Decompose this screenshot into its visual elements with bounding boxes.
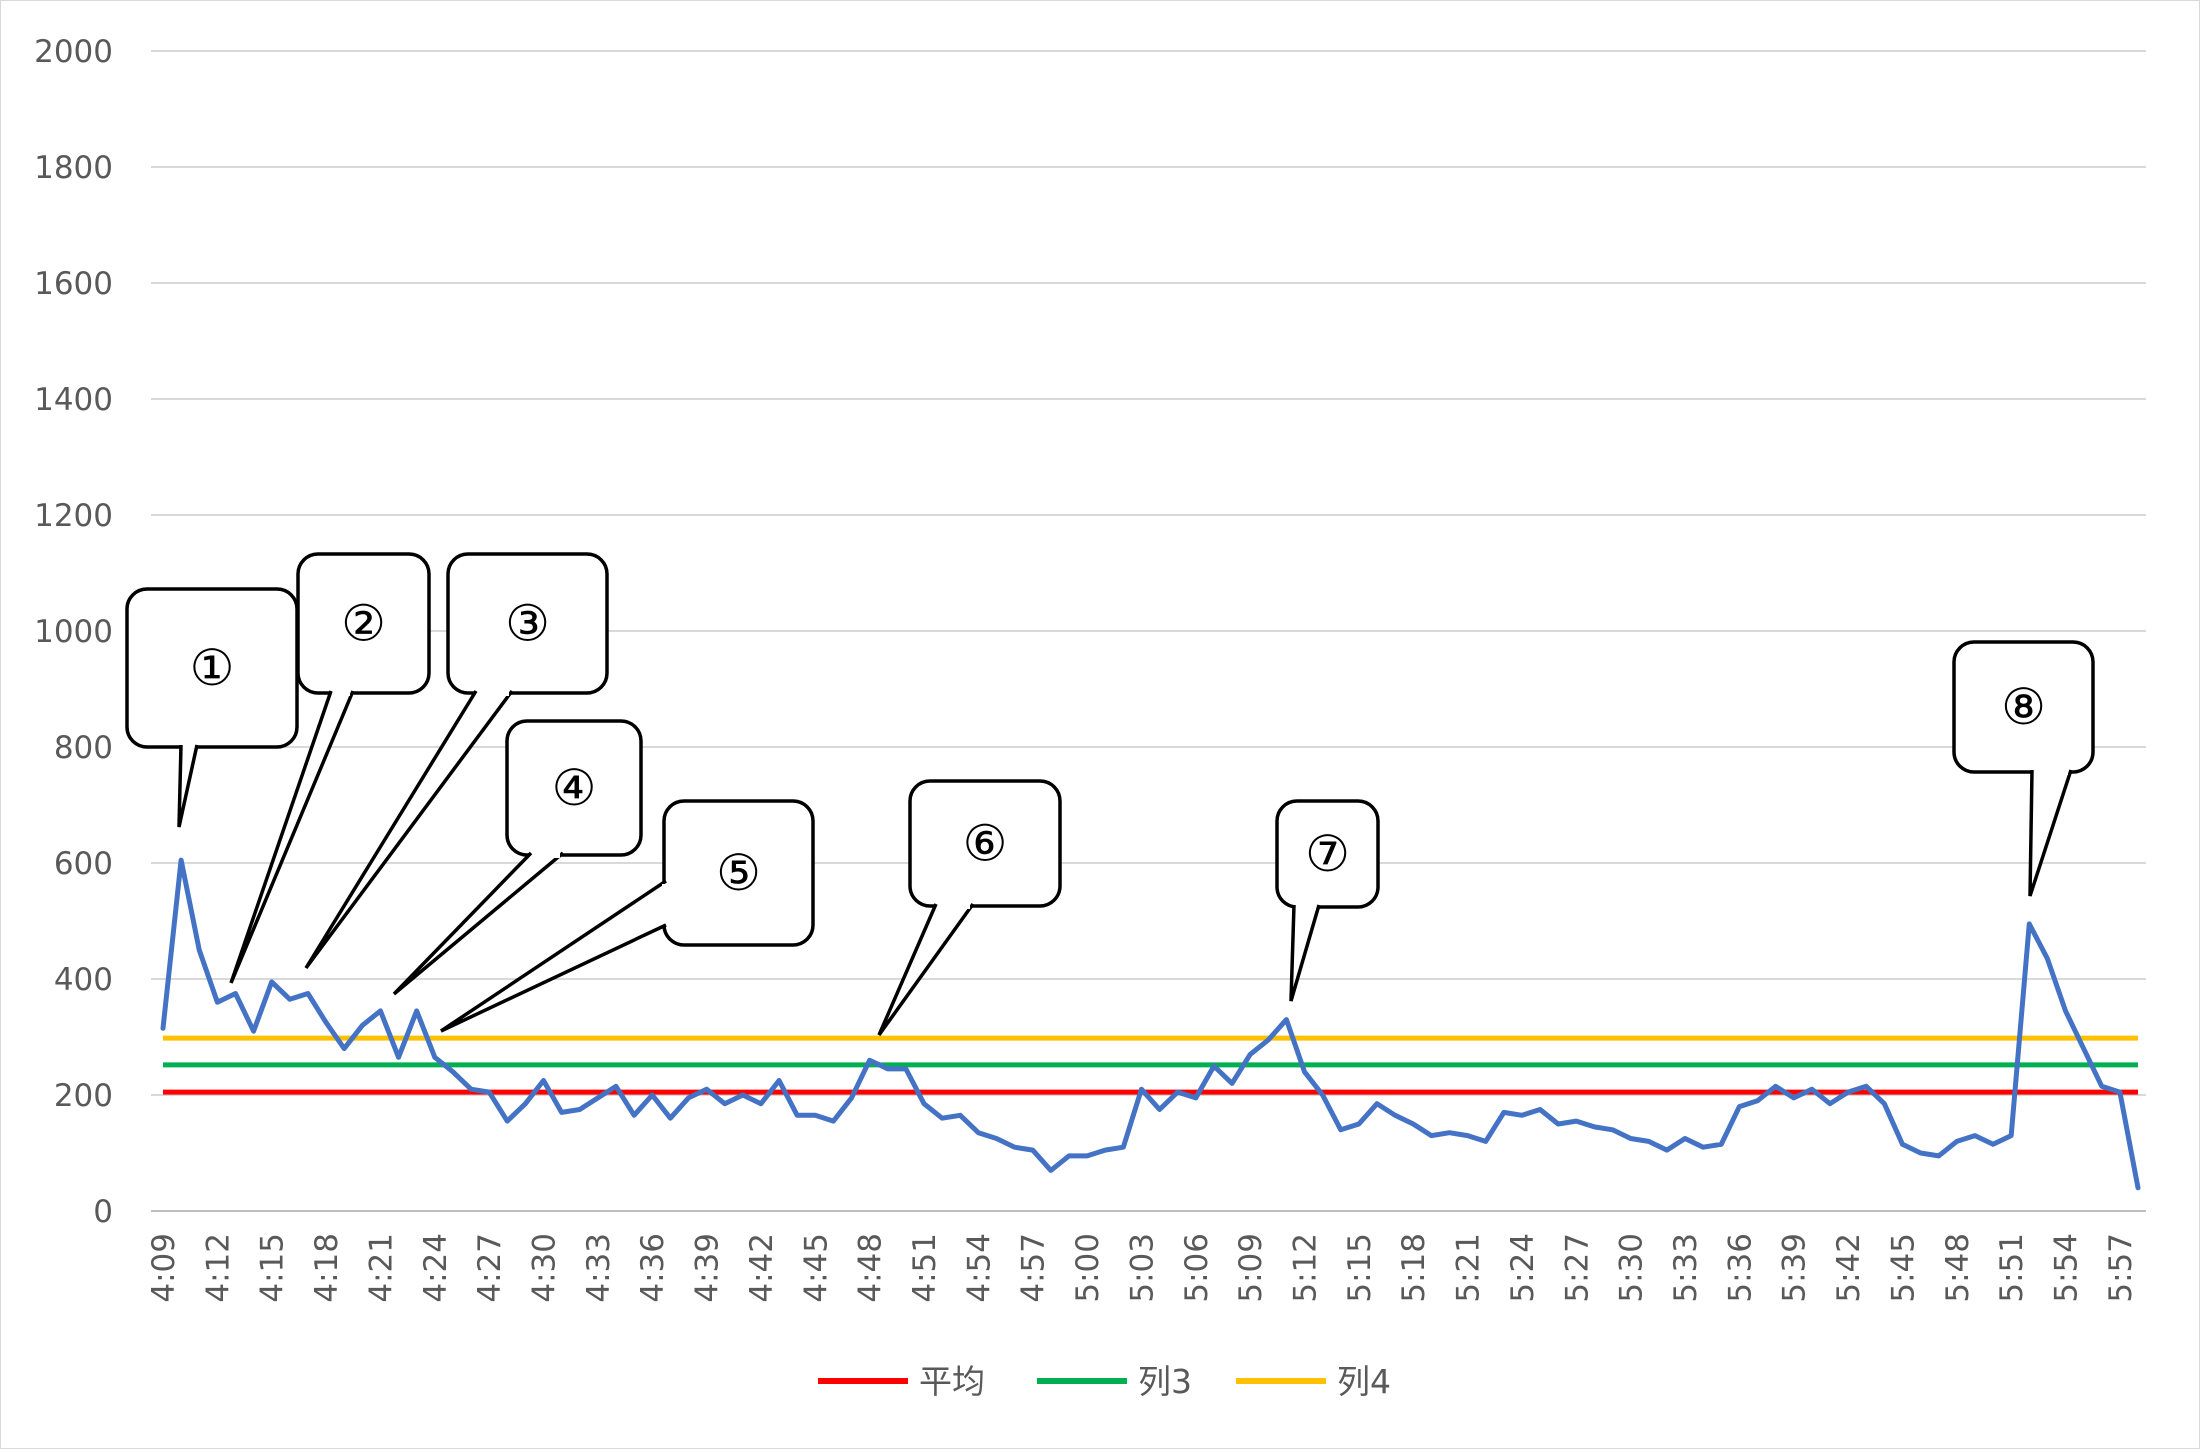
y-tick-label: 1400: [34, 382, 113, 418]
x-tick-label: 5:03: [1124, 1233, 1160, 1303]
y-tick-label: 1000: [34, 614, 113, 650]
x-tick-label: 5:36: [1722, 1233, 1758, 1303]
x-tick-label: 5:09: [1233, 1233, 1269, 1303]
legend-label: 列3: [1138, 1362, 1192, 1401]
x-tick-label: 4:30: [527, 1233, 563, 1303]
x-tick-label: 5:00: [1070, 1233, 1106, 1303]
callout-label: ⑧: [2001, 678, 2046, 736]
legend-label: 平均: [919, 1362, 985, 1401]
x-tick-label: 5:42: [1831, 1233, 1867, 1303]
x-tick-label: 4:18: [309, 1233, 345, 1303]
x-tick-label: 4:48: [853, 1233, 889, 1303]
x-tick-label: 5:30: [1614, 1233, 1650, 1303]
x-tick-label: 5:18: [1396, 1233, 1432, 1303]
x-tick-label: 4:27: [472, 1233, 508, 1303]
x-tick-label: 4:42: [744, 1233, 780, 1303]
x-tick-label: 5:21: [1451, 1233, 1487, 1303]
x-axis: 4:09 4:12 4:15 4:18 4:21 4:24 4:27 4:30 4:33 4:36…: [146, 1233, 2139, 1303]
x-tick-label: 4:45: [798, 1233, 834, 1303]
y-tick-label: 200: [54, 1078, 113, 1114]
callout-label: ②: [341, 595, 386, 653]
x-tick-label: 4:36: [635, 1233, 671, 1303]
x-tick-label: 4:15: [255, 1233, 291, 1303]
callout-6: ⑥: [879, 781, 1060, 1035]
callout-label: ③: [505, 595, 550, 653]
x-tick-label: 4:33: [581, 1233, 617, 1303]
legend-item-1: 平均: [818, 1362, 985, 1401]
x-tick-label: 4:39: [690, 1233, 726, 1303]
x-tick-label: 5:39: [1777, 1233, 1813, 1303]
y-axis: 0 200 400 600 800 1000 1200 1400 1600 1800 2000: [34, 34, 113, 1230]
callout-label: ④: [552, 759, 597, 817]
x-tick-label: 5:45: [1885, 1233, 1921, 1303]
callout-label: ⑦: [1305, 825, 1350, 883]
x-tick-label: 5:06: [1179, 1233, 1215, 1303]
callout-pointer: [1291, 905, 1319, 1001]
callout-label: ①: [190, 639, 235, 697]
y-tick-label: 2000: [34, 34, 113, 70]
callout-8: ⑧: [1954, 642, 2093, 896]
legend-item-2: 列3: [1037, 1362, 1192, 1401]
y-tick-label: 1800: [34, 150, 113, 186]
callout-label: ⑤: [716, 844, 761, 902]
y-tick-label: 800: [54, 730, 113, 766]
x-tick-label: 5:57: [2103, 1233, 2139, 1303]
x-tick-label: 4:21: [363, 1233, 399, 1303]
x-tick-label: 4:57: [1016, 1233, 1052, 1303]
x-tick-label: 5:27: [1559, 1233, 1595, 1303]
x-tick-label: 5:15: [1342, 1233, 1378, 1303]
y-tick-label: 1600: [34, 266, 113, 302]
x-tick-label: 5:54: [2049, 1233, 2085, 1303]
x-tick-label: 5:51: [1994, 1233, 2030, 1303]
y-tick-label: 1200: [34, 498, 113, 534]
x-tick-label: 5:12: [1288, 1233, 1324, 1303]
x-tick-label: 4:24: [418, 1233, 454, 1303]
callout-label: ⑥: [963, 815, 1008, 873]
callout-1: ①: [127, 589, 297, 827]
x-tick-label: 4:51: [907, 1233, 943, 1303]
legend-label: 列4: [1337, 1362, 1391, 1401]
callout-pointer: [2030, 770, 2071, 896]
x-tick-label: 4:12: [200, 1233, 236, 1303]
x-tick-label: 5:24: [1505, 1233, 1541, 1303]
callout-7: ⑦: [1277, 801, 1378, 1001]
y-tick-label: 600: [54, 846, 113, 882]
x-tick-label: 5:48: [1940, 1233, 1976, 1303]
callout-pointer: [441, 881, 666, 1031]
legend-item-3: 列4: [1236, 1362, 1391, 1401]
callout-pointer: [879, 904, 973, 1035]
y-tick-label: 400: [54, 962, 113, 998]
x-tick-label: 4:54: [961, 1233, 997, 1303]
annotation-callouts: ① ② ③ ④ ⑤ ⑥ ⑦ ⑧: [127, 554, 2093, 1035]
y-tick-label: 0: [93, 1194, 113, 1230]
callout-pointer: [179, 745, 197, 827]
x-tick-label: 5:33: [1668, 1233, 1704, 1303]
legend: 平均 列3 列4: [818, 1362, 1391, 1401]
x-tick-label: 4:09: [146, 1233, 182, 1303]
reference-lines: [163, 1038, 2138, 1092]
